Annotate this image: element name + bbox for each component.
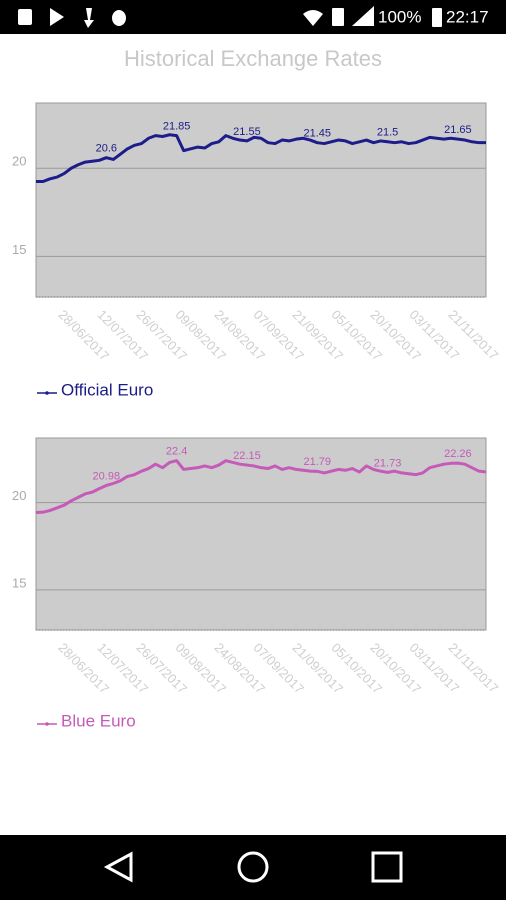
data-label: 21.73 — [374, 457, 402, 469]
data-label: 21.45 — [303, 128, 331, 140]
page-title: Historical Exchange Rates — [124, 46, 382, 71]
plot-area — [35, 102, 487, 298]
usb-icon — [84, 8, 94, 28]
wifi-icon — [303, 10, 323, 26]
nav-bar — [0, 835, 506, 900]
legend-swatch-dot — [45, 722, 49, 726]
y-tick-label: 20 — [12, 154, 26, 169]
series-line — [35, 459, 487, 515]
legend-label: Blue Euro — [61, 711, 136, 730]
data-label: 21.79 — [303, 456, 331, 468]
legend-swatch-dot — [45, 391, 49, 395]
legend-label: Official Euro — [61, 380, 153, 399]
back-button[interactable] — [103, 851, 133, 883]
data-label: 22.4 — [166, 446, 187, 458]
data-label: 21.85 — [163, 121, 191, 133]
y-tick-label: 20 — [12, 488, 26, 503]
battery-text: 100% — [378, 7, 421, 26]
y-tick-label: 15 — [12, 575, 26, 590]
data-label: 20.98 — [93, 470, 121, 482]
sim-icon — [332, 8, 344, 26]
battery-icon — [432, 8, 442, 27]
notification-icon — [50, 8, 64, 26]
data-label: 21.55 — [233, 126, 261, 138]
data-label: 20.6 — [96, 143, 117, 155]
y-tick-label: 15 — [12, 242, 26, 257]
data-label: 22.26 — [444, 448, 472, 460]
plot-area — [35, 437, 487, 631]
data-label: 21.5 — [377, 127, 398, 139]
recents-button[interactable] — [371, 851, 403, 883]
notification-icon — [18, 9, 32, 25]
charts: 152028/06/201712/07/201726/07/201709/08/… — [12, 102, 501, 730]
data-label: 21.65 — [444, 124, 472, 136]
clock: 22:17 — [446, 7, 489, 26]
status-icons — [18, 6, 442, 28]
status-bar — [0, 0, 506, 34]
data-label: 22.15 — [233, 450, 261, 462]
series-line — [36, 133, 486, 183]
debug-icon — [112, 10, 126, 26]
signal-icon — [352, 6, 374, 26]
home-button[interactable] — [237, 851, 269, 883]
